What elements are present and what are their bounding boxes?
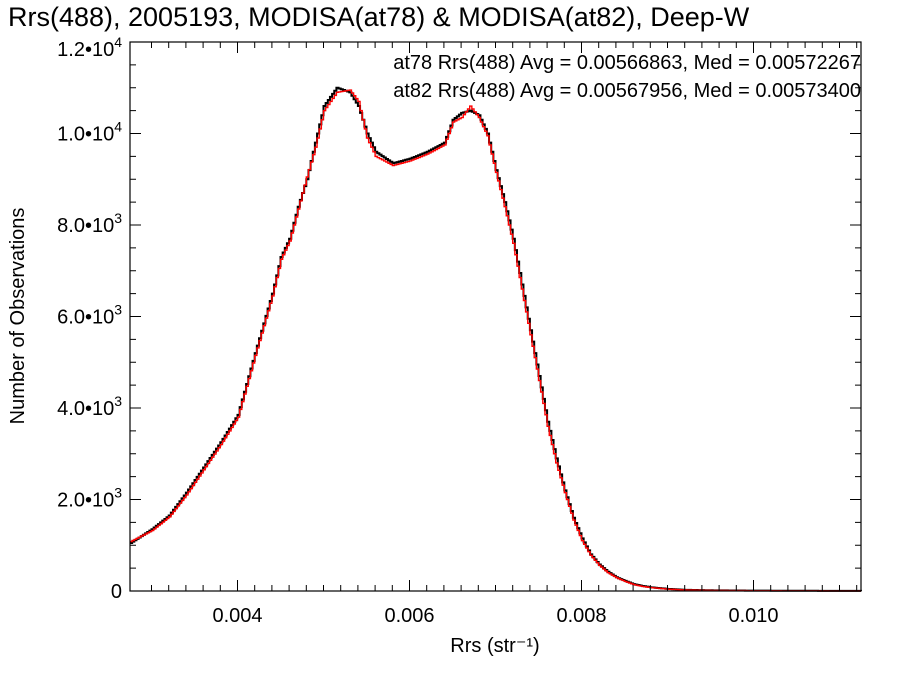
y-tick-label: 8.0•103 xyxy=(57,210,122,237)
x-tick-label: 0.008 xyxy=(556,605,606,627)
stats-annotation-at82: at82 Rrs(488) Avg = 0.00567956, Med = 0.… xyxy=(393,80,861,102)
series-1-line xyxy=(130,89,861,592)
x-axis-label: Rrs (str⁻¹) xyxy=(450,635,539,657)
y-tick-label: 1.0•104 xyxy=(57,119,122,146)
y-tick-labels: 0 2.0•103 4.0•103 6.0•103 8.0•103 1.0•104 1.2•… xyxy=(57,34,122,603)
y-tick-label: 2.0•103 xyxy=(57,485,122,512)
x-tick-labels: 0.004 0.006 0.008 0.010 xyxy=(212,605,778,627)
axis-ticks xyxy=(130,41,861,592)
x-tick-label: 0.004 xyxy=(212,605,262,627)
y-tick-label: 6.0•103 xyxy=(57,302,122,329)
y-axis-label: Number of Observations xyxy=(7,208,29,425)
x-tick-label: 0.006 xyxy=(384,605,434,627)
stats-annotation-at78: at78 Rrs(488) Avg = 0.00566863, Med = 0.… xyxy=(393,52,861,74)
y-tick-label: 0 xyxy=(111,581,122,603)
series-layer xyxy=(130,86,862,592)
x-tick-label: 0.010 xyxy=(728,605,778,627)
y-tick-label: 4.0•103 xyxy=(57,393,122,420)
y-tick-label: 1.2•104 xyxy=(57,34,122,61)
plot-frame xyxy=(129,41,862,592)
chart-title: Rrs(488), 2005193, MODISA(at78) & MODISA… xyxy=(8,2,750,32)
